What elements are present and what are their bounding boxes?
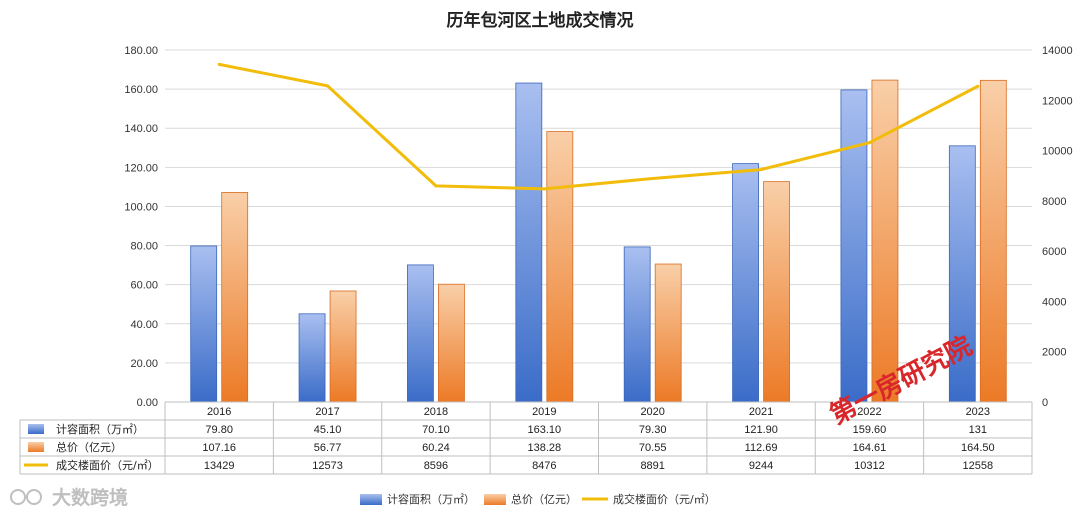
x-tick-label: 2017 [315,406,339,418]
grid [165,49,1032,403]
brand-text: 大数跨境 [52,486,128,509]
bar-area [298,313,326,403]
data-table: 2016 2017 2018 2019 2020 2021 2022 2023 计容面积（万㎡）… [19,401,1033,475]
table-cell: 164.50 [961,442,995,454]
bar-total-price [654,263,682,403]
legend-swatch-bar [484,494,506,505]
legend-entry: 总价（亿元） [511,492,577,506]
table-cell: 131 [969,424,987,436]
table-cell: 79.30 [639,424,667,436]
table-cell: 159.60 [853,424,887,436]
table-cell: 60.24 [422,442,450,454]
bar-area [623,246,651,403]
table-cell: 8476 [532,460,556,472]
line-point [217,62,221,66]
y-right-tick-label: 0 [1042,397,1048,409]
bar-area [840,89,868,403]
y-left-tick-label: 60.00 [130,280,158,292]
x-tick-label: 2023 [966,406,990,418]
bar-total-price [221,192,249,403]
chart-title: 历年包河区土地成交情况 [447,10,634,31]
bar-area [732,163,759,403]
y-right-tick-label: 10000 [1042,146,1073,158]
brand-mark: 大数跨境 [10,486,128,509]
bar-total-price [979,79,1007,403]
legend-swatch-bar [28,442,44,452]
x-tick-label: 2021 [749,406,773,418]
table-cell: 164.61 [853,442,887,454]
y-left-tick-label: 140.00 [124,123,158,135]
legend-swatch-bar [360,494,382,505]
bars [190,79,1007,403]
table-cell: 70.55 [639,442,667,454]
bar-total-price [438,283,465,403]
table-row-label: 总价（亿元） [56,440,122,454]
bar-total-price [763,181,790,403]
legend-swatch-bar [28,424,44,434]
x-tick-label: 2020 [640,406,664,418]
brand-logo-icon [26,489,42,505]
line-point [976,84,980,88]
y-left-tick-label: 100.00 [124,201,158,213]
y-right-tick-label: 6000 [1042,246,1066,258]
table-cell: 163.10 [527,424,561,436]
bar-total-price [546,131,574,403]
x-tick-label: 2018 [424,406,448,418]
table-row-label: 计容面积（万㎡） [56,422,144,436]
table-row-label: 成交楼面价（元/㎡） [56,458,159,472]
bar-area [407,264,434,403]
y-left-tick-label: 40.00 [130,319,158,331]
table-cell: 138.28 [527,442,561,454]
table-cell: 107.16 [202,442,236,454]
bar-area [190,245,218,403]
bar-total-price [329,290,357,403]
line-point [326,84,330,88]
y-axis-right: 0 2000 4000 6000 8000 10000 12000 14000 [1042,45,1073,409]
table-cell: 10312 [854,460,885,472]
y-right-tick-label: 12000 [1042,95,1073,107]
y-left-tick-label: 20.00 [130,358,158,370]
bar-total-price [871,79,899,403]
brand-logo-icon [10,489,26,505]
y-axis-left: 0.00 20.00 40.00 60.00 80.00 100.00 120.00 140.… [124,45,158,409]
legend: 计容面积（万㎡） 总价（亿元） 成交楼面价（元/㎡） [360,492,716,506]
table-cell: 8891 [640,460,664,472]
x-tick-label: 2022 [857,406,881,418]
table-cell: 112.69 [745,442,778,454]
bar-area [948,145,976,403]
y-right-tick-label: 2000 [1042,347,1066,359]
line-point [434,184,438,188]
table-cell: 13429 [204,460,235,472]
line-point [542,187,546,191]
y-left-tick-label: 180.00 [124,45,158,57]
line-floor-price [218,62,979,191]
table-cell: 56.77 [314,442,342,454]
table-cell: 45.10 [314,424,342,436]
table-cell: 79.80 [205,424,233,436]
y-right-tick-label: 4000 [1042,296,1066,308]
bar-area [515,82,543,403]
y-left-tick-label: 160.00 [124,84,158,96]
table-cell: 70.10 [422,424,450,436]
table-cell: 12558 [963,460,994,472]
table-cell: 121.90 [744,424,778,436]
legend-entry: 成交楼面价（元/㎡） [613,492,716,506]
x-tick-label: 2019 [532,406,556,418]
y-left-tick-label: 0.00 [137,397,158,409]
table-cell: 12573 [312,460,343,472]
y-right-tick-label: 14000 [1042,45,1073,57]
legend-entry: 计容面积（万㎡） [387,492,475,506]
y-right-tick-label: 8000 [1042,196,1066,208]
table-cell: 8596 [424,460,448,472]
y-left-tick-label: 80.00 [130,241,158,253]
y-left-tick-label: 120.00 [124,162,158,174]
table-cell: 9244 [749,460,773,472]
line-point [867,141,871,145]
x-tick-label: 2016 [207,406,231,418]
line-point [759,168,763,172]
line-series [217,62,980,191]
line-point [651,176,655,180]
